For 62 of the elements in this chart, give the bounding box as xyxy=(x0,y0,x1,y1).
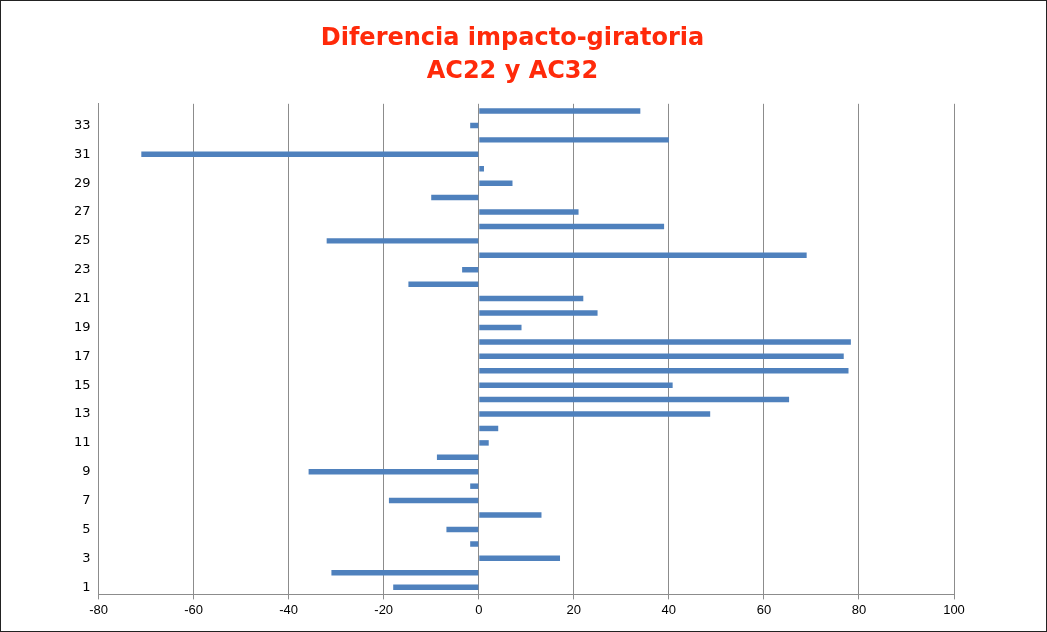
y-tick-label: 33 xyxy=(74,116,91,132)
y-tick-label: 5 xyxy=(82,520,91,536)
chart-title: Diferencia impacto-giratoria AC22 y AC32 xyxy=(320,23,705,84)
x-tick-label: 20 xyxy=(566,601,582,617)
y-tick-label: 15 xyxy=(74,376,91,392)
bar xyxy=(141,151,479,158)
bar xyxy=(479,411,711,417)
y-tick-label: 11 xyxy=(74,434,91,450)
bar xyxy=(462,267,479,273)
x-tick-label: -20 xyxy=(374,601,394,617)
y-tick-label: 27 xyxy=(74,203,91,219)
bar xyxy=(393,584,479,590)
x-tick-label: -60 xyxy=(184,601,203,617)
bar xyxy=(479,165,484,172)
bar xyxy=(479,382,673,388)
y-tick-label: 19 xyxy=(74,318,91,334)
x-tick-label: 100 xyxy=(943,601,965,617)
bar xyxy=(479,368,849,374)
bar xyxy=(331,570,479,576)
bar xyxy=(479,425,499,432)
x-tick-label: -80 xyxy=(89,601,108,617)
bar xyxy=(479,223,665,230)
bar xyxy=(479,252,807,259)
bar xyxy=(479,324,522,331)
y-tick-label: 31 xyxy=(74,145,91,161)
bar xyxy=(479,108,641,114)
x-tick-label: 60 xyxy=(756,601,772,617)
bar xyxy=(479,137,669,143)
bar xyxy=(470,122,479,129)
y-tick-label: 1 xyxy=(82,578,91,594)
bar xyxy=(479,555,561,562)
bar xyxy=(436,454,479,461)
y-tick-label: 23 xyxy=(74,261,91,277)
bar xyxy=(479,353,844,360)
y-tick-label: 21 xyxy=(74,289,91,305)
x-tick-label: 40 xyxy=(661,601,677,617)
bar xyxy=(446,526,479,533)
bar xyxy=(479,440,489,446)
bar xyxy=(479,180,513,186)
y-tick-label: 3 xyxy=(82,549,91,565)
x-tick-label: 80 xyxy=(851,601,867,617)
y-tick-label: 29 xyxy=(74,174,91,190)
bar xyxy=(431,194,479,201)
y-tick-label: 13 xyxy=(74,405,91,421)
bar xyxy=(479,396,790,403)
bar xyxy=(408,281,479,287)
bar xyxy=(470,483,479,489)
x-tick-label: -40 xyxy=(279,601,299,617)
y-tick-label: 25 xyxy=(74,232,91,248)
bar xyxy=(388,497,479,504)
bar xyxy=(479,512,542,518)
y-tick-label: 7 xyxy=(82,491,91,507)
bar xyxy=(479,310,598,316)
x-tick-label: 0 xyxy=(475,601,483,617)
y-tick-label: 9 xyxy=(82,463,91,479)
bar xyxy=(479,209,579,215)
bar xyxy=(326,238,479,244)
bar xyxy=(479,339,851,345)
bar xyxy=(479,295,584,302)
bar xyxy=(470,541,479,547)
y-tick-label: 17 xyxy=(74,347,91,363)
bar xyxy=(308,469,479,475)
